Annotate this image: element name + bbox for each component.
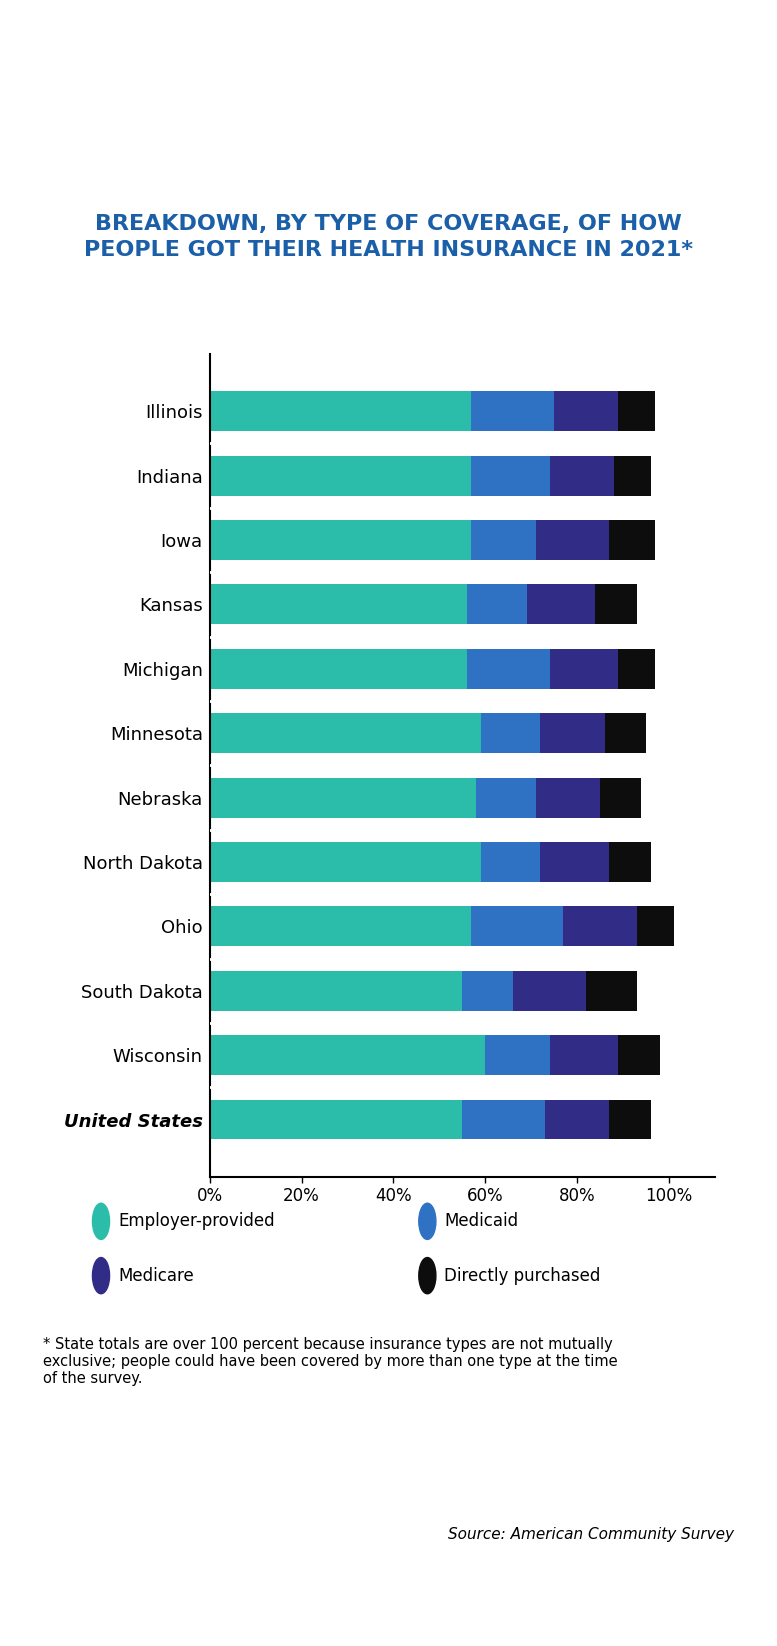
Bar bbox=[462, 971, 513, 1011]
Bar bbox=[472, 907, 563, 946]
Bar bbox=[637, 907, 674, 946]
Text: Medicaid: Medicaid bbox=[444, 1213, 518, 1230]
Bar bbox=[210, 1100, 462, 1139]
Bar bbox=[467, 649, 549, 688]
Bar bbox=[472, 392, 554, 431]
Bar bbox=[210, 907, 472, 946]
Text: Employer-provided: Employer-provided bbox=[118, 1213, 275, 1230]
Bar bbox=[462, 1100, 545, 1139]
Bar bbox=[210, 713, 481, 754]
Bar bbox=[481, 713, 540, 754]
Bar bbox=[472, 456, 549, 495]
Text: Medicare: Medicare bbox=[118, 1267, 193, 1284]
Text: BREAKDOWN, BY TYPE OF COVERAGE, OF HOW
PEOPLE GOT THEIR HEALTH INSURANCE IN 2021: BREAKDOWN, BY TYPE OF COVERAGE, OF HOW P… bbox=[84, 214, 693, 260]
Bar bbox=[210, 520, 472, 560]
Text: Directly purchased: Directly purchased bbox=[444, 1267, 601, 1284]
Bar bbox=[467, 584, 527, 624]
Bar bbox=[563, 907, 637, 946]
Bar bbox=[210, 843, 481, 882]
Bar bbox=[605, 713, 646, 754]
Bar bbox=[549, 1035, 618, 1075]
Bar bbox=[486, 1035, 549, 1075]
Bar bbox=[609, 520, 655, 560]
Bar bbox=[609, 843, 650, 882]
Bar bbox=[618, 1035, 660, 1075]
Bar bbox=[210, 584, 467, 624]
Bar bbox=[527, 584, 595, 624]
Bar bbox=[554, 392, 618, 431]
Bar bbox=[536, 520, 609, 560]
Bar bbox=[210, 1035, 486, 1075]
Bar bbox=[618, 649, 655, 688]
Bar bbox=[545, 1100, 609, 1139]
Bar bbox=[210, 971, 462, 1011]
Bar bbox=[549, 649, 618, 688]
Bar bbox=[210, 777, 476, 818]
Text: Source: American Community Survey: Source: American Community Survey bbox=[448, 1527, 734, 1542]
Bar bbox=[600, 777, 641, 818]
Text: * State totals are over 100 percent because insurance types are not mutually
exc: * State totals are over 100 percent beca… bbox=[43, 1337, 618, 1386]
Bar bbox=[618, 392, 655, 431]
Bar bbox=[210, 392, 472, 431]
Bar bbox=[472, 520, 536, 560]
Bar bbox=[587, 971, 637, 1011]
Bar bbox=[614, 456, 650, 495]
Bar bbox=[536, 777, 600, 818]
Bar bbox=[549, 456, 614, 495]
Bar bbox=[513, 971, 587, 1011]
Bar bbox=[210, 456, 472, 495]
Bar bbox=[540, 713, 605, 754]
Bar bbox=[609, 1100, 650, 1139]
Bar bbox=[595, 584, 637, 624]
Bar bbox=[540, 843, 609, 882]
Bar bbox=[481, 843, 540, 882]
Bar bbox=[476, 777, 536, 818]
Bar bbox=[210, 649, 467, 688]
